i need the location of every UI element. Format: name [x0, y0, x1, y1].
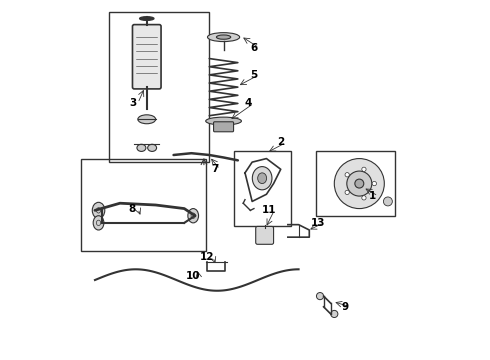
Ellipse shape: [138, 115, 156, 124]
Text: 6: 6: [250, 43, 258, 53]
Bar: [109, 12, 209, 162]
Ellipse shape: [217, 35, 231, 39]
Ellipse shape: [147, 144, 157, 152]
Bar: [234, 152, 292, 226]
Text: 9: 9: [342, 302, 348, 312]
Text: 3: 3: [129, 98, 136, 108]
Ellipse shape: [383, 197, 392, 206]
Ellipse shape: [207, 33, 240, 41]
Ellipse shape: [334, 158, 384, 208]
Text: 8: 8: [129, 203, 136, 213]
Ellipse shape: [355, 179, 364, 188]
FancyBboxPatch shape: [214, 122, 234, 132]
Text: 1: 1: [369, 191, 376, 201]
Ellipse shape: [206, 117, 242, 125]
FancyBboxPatch shape: [132, 24, 161, 89]
Bar: [317, 152, 395, 216]
Ellipse shape: [137, 144, 146, 152]
Ellipse shape: [92, 202, 105, 219]
Ellipse shape: [252, 167, 272, 190]
Text: 12: 12: [200, 252, 215, 262]
Ellipse shape: [317, 293, 323, 300]
Ellipse shape: [362, 167, 366, 171]
Ellipse shape: [347, 171, 372, 196]
Ellipse shape: [331, 310, 338, 318]
FancyBboxPatch shape: [256, 226, 273, 244]
Ellipse shape: [188, 208, 198, 223]
Ellipse shape: [258, 173, 267, 184]
Text: 2: 2: [277, 138, 284, 148]
Ellipse shape: [345, 172, 349, 177]
Text: 10: 10: [186, 271, 200, 282]
Text: 5: 5: [250, 69, 258, 80]
Ellipse shape: [345, 190, 349, 194]
Text: 4: 4: [245, 98, 252, 108]
Text: 13: 13: [311, 218, 325, 228]
Text: 11: 11: [262, 205, 276, 215]
Bar: [81, 158, 206, 251]
Ellipse shape: [93, 216, 104, 230]
Ellipse shape: [140, 17, 154, 20]
Ellipse shape: [362, 196, 366, 200]
Text: 7: 7: [211, 164, 219, 174]
Ellipse shape: [372, 181, 376, 186]
